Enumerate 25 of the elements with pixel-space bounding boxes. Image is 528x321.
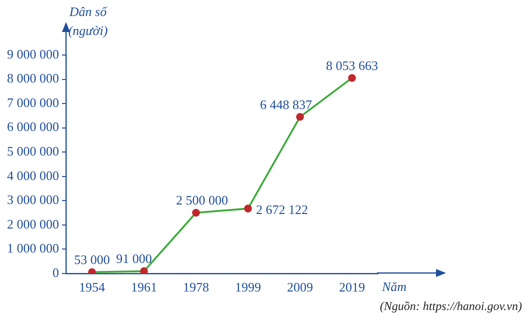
- y-tick-label: 7 000 000: [7, 94, 59, 110]
- y-tick-label: 4 000 000: [7, 168, 59, 183]
- x-tick-label: 1978: [183, 280, 209, 295]
- y-tick-label: 3 000 000: [7, 192, 59, 208]
- x-axis-title: Năm: [382, 279, 407, 296]
- y-tick-label: 6 000 000: [7, 119, 59, 134]
- y-tick-label: 2 000 000: [7, 216, 59, 232]
- y-tick-label: 9 000 000: [7, 46, 59, 62]
- data-label: 91 000: [116, 251, 152, 266]
- data-label: 53 000: [74, 252, 110, 268]
- data-label: 8 053 663: [326, 58, 378, 73]
- y-axis-title: Dân số (người): [67, 3, 109, 40]
- data-label: 6 448 837: [260, 96, 312, 112]
- y-tick-label: 0: [52, 264, 59, 280]
- x-tick-label: 2019: [339, 280, 365, 295]
- x-tick-label: 2009: [287, 280, 313, 295]
- y-tick-label: 1 000 000: [7, 240, 59, 256]
- x-tick-label: 1999: [235, 280, 261, 295]
- y-tick-label: 8 000 000: [7, 70, 59, 86]
- x-tick-label: 1961: [131, 280, 157, 295]
- data-label: 2 672 122: [256, 202, 308, 217]
- data-label: 2 500 000: [176, 192, 228, 208]
- x-tick-label: 1954: [79, 280, 106, 295]
- y-tick-label: 5 000 000: [7, 143, 59, 158]
- text: (Nguồn: https://hanoi.gov.vn): [380, 299, 522, 314]
